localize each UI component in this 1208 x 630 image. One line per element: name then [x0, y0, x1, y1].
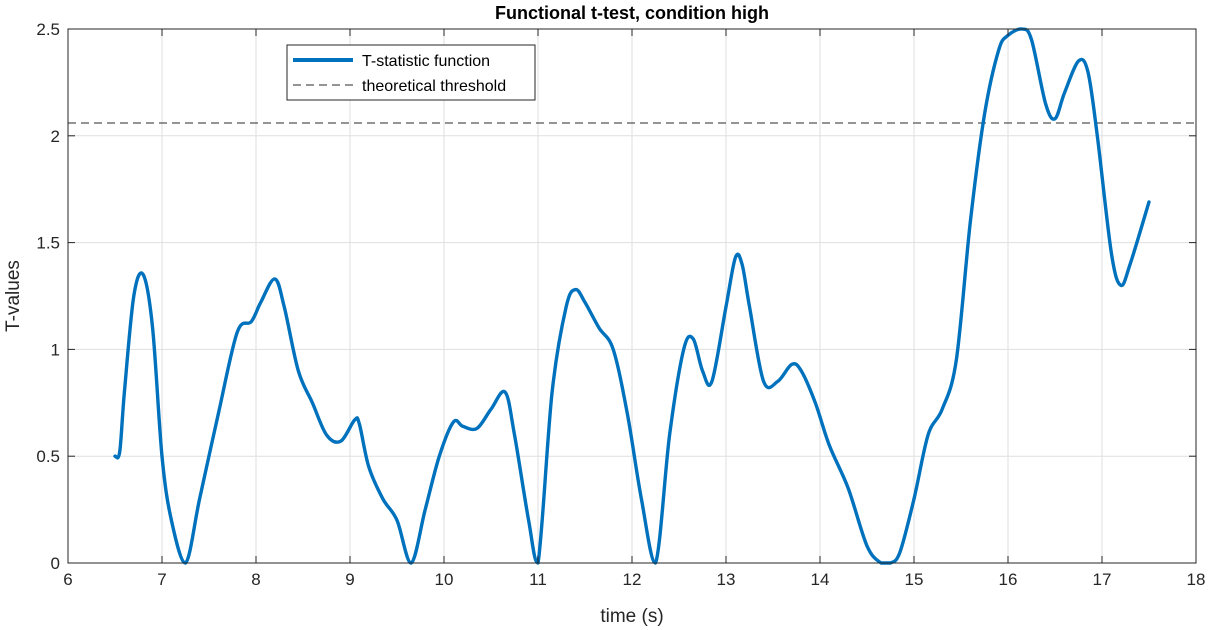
x-tick-label: 10 — [435, 570, 454, 589]
x-tick-label: 17 — [1093, 570, 1112, 589]
series-layer — [113, 27, 1151, 565]
y-tick-label: 2.5 — [36, 20, 60, 39]
x-tick-label: 18 — [1187, 570, 1206, 589]
y-tick-label: 2 — [51, 127, 60, 146]
legend-entry-t-statistic: T-statistic function — [362, 53, 490, 70]
legend-box — [286, 44, 536, 101]
x-tick-label: 11 — [529, 570, 547, 589]
x-tick-label: 8 — [251, 570, 260, 589]
chart-title: Functional t-test, condition high — [495, 3, 769, 23]
legend: T-statistic function theoretical thresho… — [286, 44, 536, 101]
y-tick-label: 0 — [51, 554, 60, 573]
x-axis-label: time (s) — [600, 606, 663, 627]
x-tick-label: 12 — [623, 570, 642, 589]
x-tick-label: 13 — [717, 570, 736, 589]
y-axis-label: T-values — [3, 260, 24, 332]
x-tick-label: 16 — [999, 570, 1018, 589]
x-axis-ticks: 6 7 8 9 10 11 12 13 14 15 16 17 18 — [63, 29, 1205, 589]
y-axis-ticks: 0 0.5 1 1.5 2 2.5 — [36, 20, 1196, 573]
series-line-0 — [113, 27, 1151, 565]
x-tick-label: 15 — [905, 570, 924, 589]
x-tick-label: 9 — [345, 570, 354, 589]
y-tick-label: 1 — [51, 340, 60, 359]
legend-entry-threshold: theoretical threshold — [362, 78, 506, 95]
y-tick-label: 0.5 — [36, 447, 60, 466]
x-tick-label: 7 — [157, 570, 166, 589]
x-tick-label: 14 — [811, 570, 830, 589]
x-tick-label: 6 — [63, 570, 72, 589]
y-tick-label: 1.5 — [36, 234, 60, 253]
